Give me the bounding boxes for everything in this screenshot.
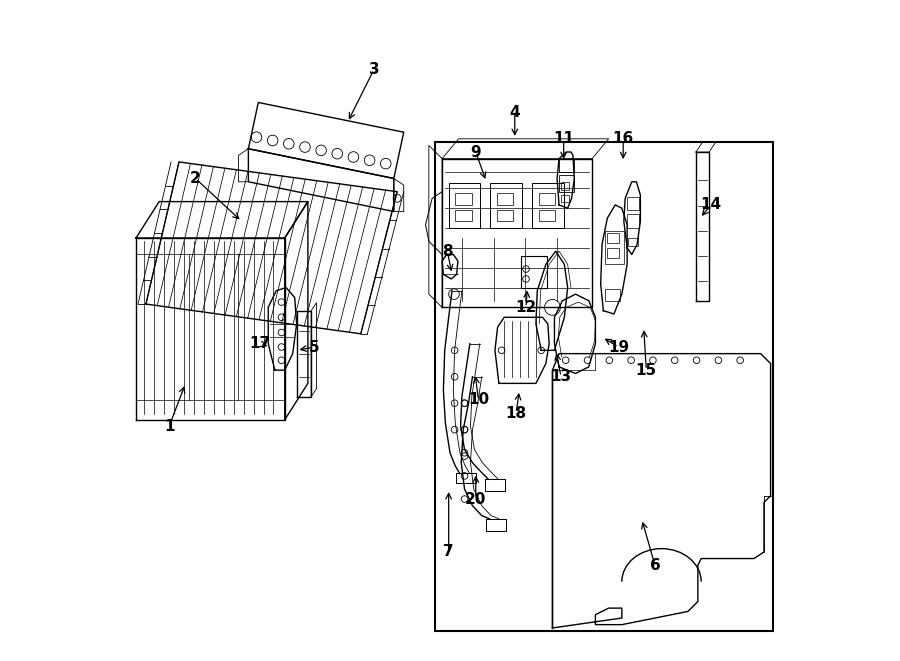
Bar xyxy=(628,238,638,246)
Bar xyxy=(521,256,546,288)
Bar xyxy=(538,193,555,205)
Text: 14: 14 xyxy=(700,198,722,212)
Bar xyxy=(561,195,569,202)
Text: 10: 10 xyxy=(468,393,489,407)
Text: 17: 17 xyxy=(249,336,271,351)
Text: 9: 9 xyxy=(471,145,482,159)
Text: 19: 19 xyxy=(608,340,629,354)
Text: 16: 16 xyxy=(613,132,634,146)
Text: 4: 4 xyxy=(509,105,520,120)
Bar xyxy=(449,183,481,228)
Bar xyxy=(436,142,772,631)
Text: 2: 2 xyxy=(190,171,201,186)
Text: 15: 15 xyxy=(635,363,657,377)
Text: 5: 5 xyxy=(310,340,320,354)
Text: 18: 18 xyxy=(506,406,526,420)
Bar xyxy=(606,289,620,301)
Bar xyxy=(606,231,624,264)
Text: 3: 3 xyxy=(369,62,379,77)
Text: 11: 11 xyxy=(554,132,574,146)
Text: 20: 20 xyxy=(465,492,487,506)
Bar xyxy=(532,183,563,228)
Bar xyxy=(455,210,472,221)
Bar xyxy=(497,193,514,205)
Bar xyxy=(497,210,514,221)
Bar xyxy=(455,193,472,205)
Bar xyxy=(561,182,569,190)
Text: 13: 13 xyxy=(551,369,572,384)
Bar xyxy=(559,159,573,172)
Bar xyxy=(608,233,619,243)
Bar xyxy=(559,175,573,192)
Text: 6: 6 xyxy=(650,558,661,572)
Text: 1: 1 xyxy=(164,419,175,434)
Bar xyxy=(608,248,619,258)
Bar xyxy=(491,183,522,228)
Bar xyxy=(538,210,555,221)
Text: 7: 7 xyxy=(444,545,454,559)
Bar xyxy=(627,197,639,210)
Bar xyxy=(627,214,639,228)
Text: 12: 12 xyxy=(516,300,536,315)
Text: 8: 8 xyxy=(442,244,453,258)
